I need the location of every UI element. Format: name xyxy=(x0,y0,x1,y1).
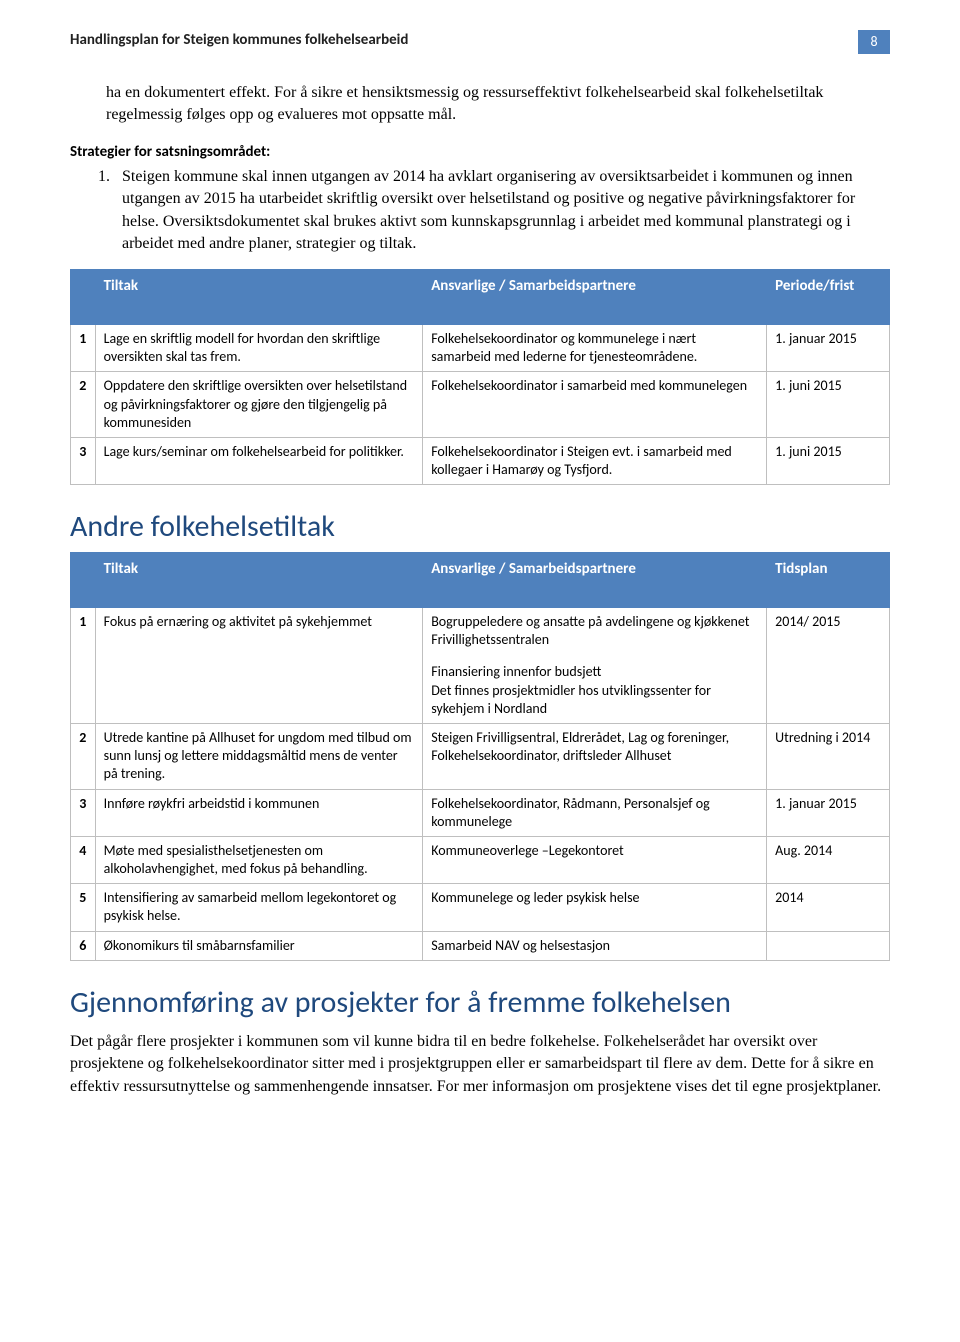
cell-periode: 2014 xyxy=(767,884,890,931)
cell-ansvar: Folkehelsekoordinator, Rådmann, Personal… xyxy=(423,789,767,836)
cell-tiltak: Økonomikurs til småbarnsfamilier xyxy=(95,931,423,960)
cell-periode: 1. januar 2015 xyxy=(767,789,890,836)
table-header-ansvar: Ansvarlige / Samarbeidspartnere xyxy=(423,552,767,607)
row-number: 6 xyxy=(71,931,96,960)
intro-paragraph: ha en dokumentert effekt. For å sikre et… xyxy=(106,82,890,126)
cell-periode xyxy=(767,931,890,960)
page-number: 8 xyxy=(870,33,877,52)
strategier-heading: Strategier for satsningsområdet: xyxy=(70,142,890,162)
strategier-item-1: 1. Steigen kommune skal innen utgangen a… xyxy=(98,166,890,254)
cell-ansvar: Folkehelsekoordinator i samarbeid med ko… xyxy=(423,372,767,438)
cell-tiltak: Lage kurs/seminar om folkehelsearbeid fo… xyxy=(95,437,423,484)
row-number: 5 xyxy=(71,884,96,931)
table-header-tidsplan: Tidsplan xyxy=(767,552,890,607)
cell-tiltak: Fokus på ernæring og aktivitet på sykehj… xyxy=(95,608,423,724)
section-heading-gjennomforing: Gjennomføring av prosjekter for å fremme… xyxy=(70,983,890,1024)
table-header-tiltak: Tiltak xyxy=(95,269,423,324)
table-row: 4 Møte med spesialisthelsetjenesten om a… xyxy=(71,836,890,883)
list-text: Steigen kommune skal innen utgangen av 2… xyxy=(122,166,890,254)
cell-ansvar: Kommuneoverlege –Legekontoret xyxy=(423,836,767,883)
row-number: 4 xyxy=(71,836,96,883)
row-number: 3 xyxy=(71,437,96,484)
cell-tiltak: Møte med spesialisthelsetjenesten om alk… xyxy=(95,836,423,883)
row-number: 1 xyxy=(71,608,96,724)
table-header-blank xyxy=(71,269,96,324)
page-header: Handlingsplan for Steigen kommunes folke… xyxy=(70,30,890,54)
cell-ansvar: Folkehelsekoordinator i Steigen evt. i s… xyxy=(423,437,767,484)
row-number: 1 xyxy=(71,324,96,371)
cell-tiltak: Oppdatere den skriftlige oversikten over… xyxy=(95,372,423,438)
tiltak-table-1: Tiltak Ansvarlige / Samarbeidspartnere P… xyxy=(70,269,890,486)
tiltak-table-2: Tiltak Ansvarlige / Samarbeidspartnere T… xyxy=(70,552,890,961)
cell-ansvar: Folkehelsekoordinator og kommunelege i n… xyxy=(423,324,767,371)
table-header-blank xyxy=(71,552,96,607)
table-row: 2 Oppdatere den skriftlige oversikten ov… xyxy=(71,372,890,438)
header-title: Handlingsplan for Steigen kommunes folke… xyxy=(70,30,838,50)
closing-paragraph: Det pågår flere prosjekter i kommunen so… xyxy=(70,1031,890,1097)
cell-ansvar: Bogruppeledere og ansatte på avdelingene… xyxy=(423,608,767,724)
table-header-periode: Periode/frist xyxy=(767,269,890,324)
cell-periode: 1. juni 2015 xyxy=(767,372,890,438)
row-number: 2 xyxy=(71,723,96,789)
row-number: 2 xyxy=(71,372,96,438)
cell-tiltak: Innføre røykfri arbeidstid i kommunen xyxy=(95,789,423,836)
row-number: 3 xyxy=(71,789,96,836)
table-row: 2 Utrede kantine på Allhuset for ungdom … xyxy=(71,723,890,789)
cell-tiltak: Utrede kantine på Allhuset for ungdom me… xyxy=(95,723,423,789)
table-row: 1 Fokus på ernæring og aktivitet på syke… xyxy=(71,608,890,724)
cell-periode: 1. januar 2015 xyxy=(767,324,890,371)
cell-periode: 2014/ 2015 xyxy=(767,608,890,724)
table-row: 3 Lage kurs/seminar om folkehelsearbeid … xyxy=(71,437,890,484)
table-header-tiltak: Tiltak xyxy=(95,552,423,607)
table-row: 5 Intensifiering av samarbeid mellom leg… xyxy=(71,884,890,931)
page-number-box: 8 xyxy=(858,30,890,54)
cell-ansvar: Steigen Frivilligsentral, Eldrerådet, La… xyxy=(423,723,767,789)
table-row: 3 Innføre røykfri arbeidstid i kommunen … xyxy=(71,789,890,836)
cell-periode: Utredning i 2014 xyxy=(767,723,890,789)
cell-ansvar-part-b: Finansiering innenfor budsjett Det finne… xyxy=(431,663,758,718)
cell-periode: 1. juni 2015 xyxy=(767,437,890,484)
list-number: 1. xyxy=(98,166,122,254)
cell-ansvar: Kommunelege og leder psykisk helse xyxy=(423,884,767,931)
cell-ansvar: Samarbeid NAV og helsestasjon xyxy=(423,931,767,960)
cell-tiltak: Intensifiering av samarbeid mellom legek… xyxy=(95,884,423,931)
cell-tiltak: Lage en skriftlig modell for hvordan den… xyxy=(95,324,423,371)
cell-periode: Aug. 2014 xyxy=(767,836,890,883)
cell-ansvar-part-a: Bogruppeledere og ansatte på avdelingene… xyxy=(431,613,758,649)
table-row: 1 Lage en skriftlig modell for hvordan d… xyxy=(71,324,890,371)
table-row: 6 Økonomikurs til småbarnsfamilier Samar… xyxy=(71,931,890,960)
section-heading-andre: Andre folkehelsetiltak xyxy=(70,507,890,548)
table-header-ansvar: Ansvarlige / Samarbeidspartnere xyxy=(423,269,767,324)
